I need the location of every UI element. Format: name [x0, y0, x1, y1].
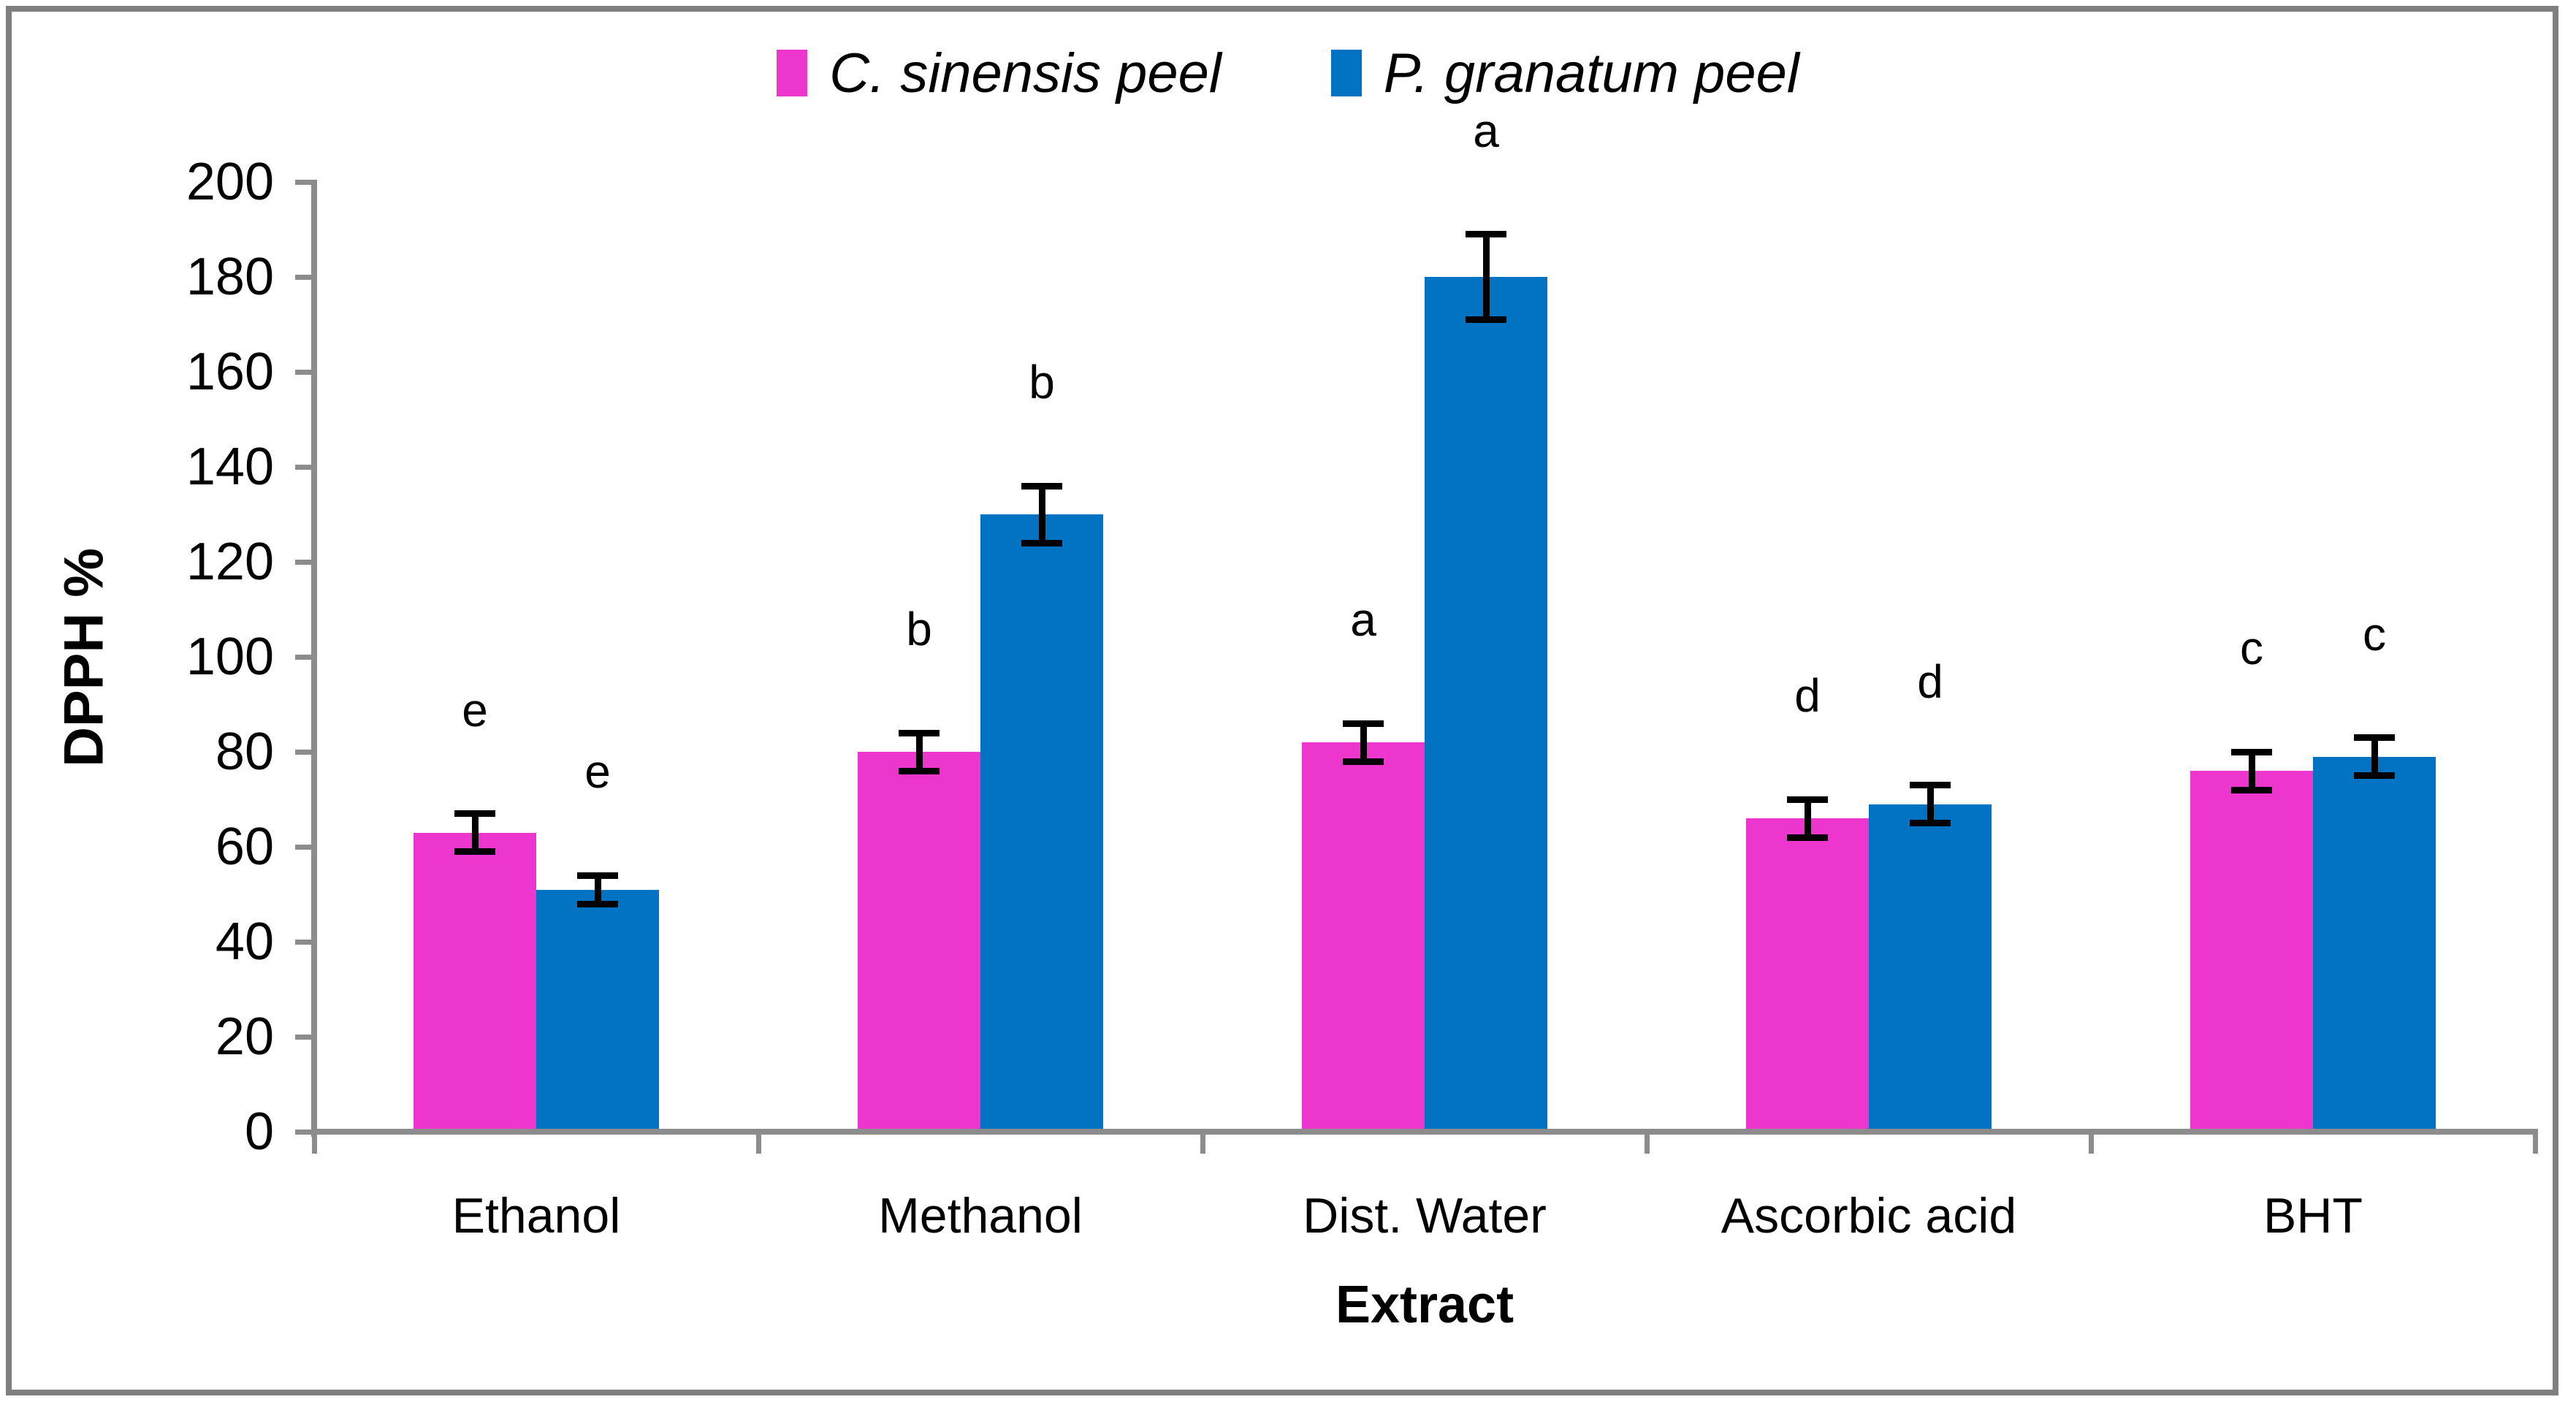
bar: [1425, 277, 1547, 1132]
error-bar-cap: [1343, 758, 1384, 765]
error-bar: [915, 733, 923, 771]
x-category-label: BHT: [2263, 1188, 2363, 1243]
legend-item-p-granatum: P. granatum peel: [1330, 42, 1799, 105]
x-category-label: Ascorbic acid: [1720, 1188, 2017, 1243]
error-bar: [2248, 752, 2255, 790]
error-bar: [1927, 785, 1934, 823]
error-bar-cap: [1021, 539, 1062, 546]
legend: C. sinensis peel P. granatum peel: [0, 38, 2576, 108]
legend-label-p-granatum: P. granatum peel: [1383, 42, 1799, 104]
error-bar-cap: [899, 729, 940, 736]
error-bar: [471, 813, 479, 852]
error-bar-cap: [1466, 316, 1506, 323]
bar: [858, 752, 980, 1132]
error-bar-cap: [1787, 834, 1828, 841]
y-axis-tick-label: 120: [186, 533, 274, 591]
bar: [2313, 756, 2436, 1132]
figure-border: [6, 6, 2558, 1395]
significance-letter: a: [1350, 593, 1376, 646]
x-axis-tick: [311, 1132, 317, 1154]
x-category-label: Methanol: [878, 1188, 1083, 1243]
significance-letter: c: [2363, 607, 2386, 660]
error-bar: [1360, 723, 1367, 761]
y-axis-tick: [295, 654, 314, 660]
significance-letter: b: [1029, 356, 1055, 408]
y-axis-tick-label: 60: [215, 818, 274, 876]
y-axis-tick-label: 80: [215, 723, 274, 781]
error-bar-cap: [2231, 748, 2272, 755]
y-axis-tick: [295, 274, 314, 280]
x-category-label: Ethanol: [451, 1188, 621, 1243]
significance-letter: a: [1473, 104, 1499, 157]
x-axis-tick: [2532, 1132, 2538, 1154]
y-axis-tick: [295, 464, 314, 470]
bar: [414, 832, 536, 1132]
y-axis-tick: [295, 1129, 314, 1135]
bar: [980, 514, 1103, 1132]
y-axis-tick: [295, 559, 314, 565]
x-axis-tick: [755, 1132, 761, 1154]
x-axis-line: [311, 1129, 2538, 1135]
y-axis-tick-label: 140: [186, 438, 274, 496]
significance-letter: d: [1794, 669, 1821, 722]
bar: [536, 889, 659, 1132]
bar: [1302, 742, 1425, 1132]
error-bar-cap: [1787, 796, 1828, 803]
legend-swatch-c-sinensis-icon: [777, 50, 808, 96]
significance-letter: c: [2240, 622, 2263, 674]
significance-letter: d: [1917, 655, 1943, 708]
significance-letter: e: [462, 683, 488, 736]
error-bar: [1482, 234, 1490, 320]
error-bar-cap: [1021, 482, 1062, 490]
y-axis-tick: [295, 1034, 314, 1040]
error-bar-cap: [2354, 772, 2395, 779]
bar: [1746, 818, 1869, 1132]
bar: [1869, 804, 1992, 1132]
error-bar: [1804, 799, 1811, 837]
y-axis-tick-label: 20: [215, 1008, 274, 1066]
error-bar-cap: [1910, 782, 1951, 788]
y-axis-tick: [295, 939, 314, 945]
y-axis-line: [311, 180, 317, 1137]
x-axis-title: Extract: [1335, 1276, 1514, 1334]
y-axis-tick: [295, 749, 314, 755]
y-axis-tick-label: 200: [186, 153, 274, 211]
error-bar-cap: [899, 767, 940, 774]
error-bar: [2371, 737, 2378, 776]
error-bar-cap: [1910, 820, 1951, 826]
error-bar: [1038, 486, 1045, 543]
x-axis-tick: [1200, 1132, 1205, 1154]
error-bar-cap: [2354, 734, 2395, 741]
y-axis-tick-label: 100: [186, 628, 274, 686]
significance-letter: e: [584, 745, 611, 798]
error-bar-cap: [454, 810, 495, 817]
x-axis-tick: [2088, 1132, 2094, 1154]
y-axis-tick-label: 180: [186, 248, 274, 306]
significance-letter: b: [906, 603, 932, 655]
legend-swatch-p-granatum-icon: [1330, 50, 1362, 96]
y-axis-tick-label: 0: [244, 1102, 274, 1161]
error-bar-cap: [577, 900, 618, 907]
error-bar-cap: [1343, 720, 1384, 727]
x-category-label: Dist. Water: [1303, 1188, 1547, 1243]
error-bar: [594, 875, 601, 904]
y-axis-tick: [295, 844, 314, 850]
error-bar-cap: [2231, 786, 2272, 793]
bar: [2190, 771, 2313, 1132]
legend-label-c-sinensis: C. sinensis peel: [829, 42, 1222, 104]
x-axis-tick: [1644, 1132, 1650, 1154]
error-bar-cap: [577, 872, 618, 879]
y-axis-tick: [295, 179, 314, 185]
y-axis-tick: [295, 369, 314, 375]
error-bar-cap: [1466, 231, 1506, 237]
error-bar-cap: [454, 848, 495, 855]
y-axis-tick-label: 40: [215, 913, 274, 971]
legend-item-c-sinensis: C. sinensis peel: [777, 42, 1222, 105]
y-axis-tick-label: 160: [186, 343, 274, 401]
